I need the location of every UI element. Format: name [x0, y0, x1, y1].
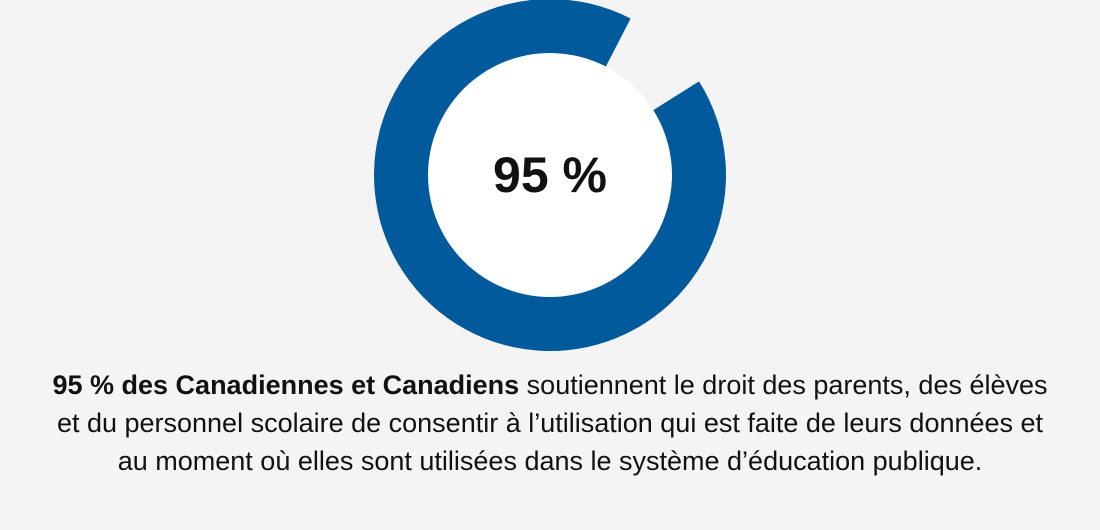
caption-bold-lead: 95 % des Canadiennes et Canadiens	[52, 370, 520, 400]
donut-arc-filled	[374, 0, 726, 351]
caption-text: 95 % des Canadiennes et Canadiens soutie…	[50, 366, 1050, 480]
caption-body: soutiennent le droit des parents, des él…	[56, 370, 1048, 476]
donut-center-disc	[428, 53, 672, 297]
center-percentage-label: 95 %	[493, 147, 607, 203]
